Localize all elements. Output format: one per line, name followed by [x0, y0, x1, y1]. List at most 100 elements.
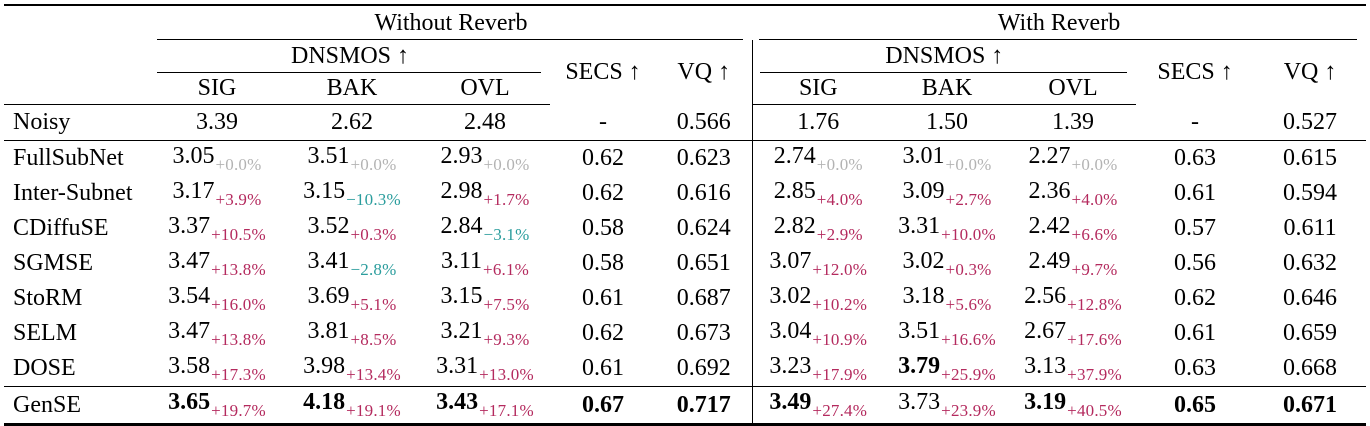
- metric-value: 3.31: [898, 212, 941, 239]
- metric-value: 0.57: [1174, 215, 1217, 241]
- metric-value: 3.21: [440, 317, 483, 344]
- metric-value: 2.74: [773, 142, 816, 169]
- cell-reverb-sig: 3.02+10.2%: [752, 281, 884, 316]
- delta-subscript: +13.8%: [211, 329, 266, 349]
- metric-value: 0.717: [676, 391, 731, 418]
- delta-subscript: −3.1%: [483, 224, 530, 244]
- cell-noreverb-sig: 3.39: [150, 104, 284, 141]
- cell-noreverb-ovl: 3.11+6.1%: [420, 246, 550, 281]
- cell-reverb-secs: 0.65: [1136, 386, 1255, 425]
- cell-noreverb-ovl: 3.15+7.5%: [420, 281, 550, 316]
- metric-value: 3.15: [440, 282, 483, 309]
- delta-subscript: +0.0%: [1071, 154, 1118, 174]
- cell-noreverb-bak: 3.52+0.3%: [284, 211, 420, 246]
- row-label: FullSubNet: [13, 145, 124, 171]
- metric-value: 3.05: [172, 142, 215, 169]
- row-label: DOSE: [13, 355, 76, 381]
- table-row-gense: GenSE 3.65+19.7% 4.18+19.1% 3.43+17.1% 0.67 0…: [4, 386, 1367, 425]
- delta-subscript: +2.7%: [945, 189, 992, 209]
- cell-reverb-secs: -: [1136, 104, 1255, 141]
- metric-value: 1.39: [1052, 109, 1095, 135]
- metric-value: 3.51: [898, 317, 941, 344]
- delta-subscript: +2.9%: [816, 224, 863, 244]
- metric-value: 2.56: [1024, 282, 1067, 309]
- metric-value: 0.56: [1174, 250, 1217, 276]
- cell-reverb-bak: 3.02+0.3%: [884, 246, 1010, 281]
- cell-reverb-vq: 0.615: [1254, 141, 1366, 177]
- cell-reverb-sig: 1.76: [752, 104, 885, 141]
- row-label: GenSE: [4, 386, 150, 425]
- metric-value: 3.23: [769, 352, 812, 379]
- metric-value: 3.31: [436, 352, 479, 379]
- metric-value: 3.81: [307, 317, 350, 344]
- cell-reverb-sig: 3.07+12.0%: [752, 246, 884, 281]
- cell-noreverb-secs: -: [550, 104, 656, 141]
- cell-reverb-ovl: 2.67+17.6%: [1010, 316, 1136, 351]
- cell-noreverb-ovl: 2.98+1.7%: [420, 176, 550, 211]
- metric-value: 2.27: [1028, 142, 1071, 169]
- metric-value: 3.07: [769, 247, 812, 274]
- metric-value: 2.49: [1028, 247, 1071, 274]
- row-label: Noisy: [4, 104, 150, 141]
- cell-reverb-bak: 3.31+10.0%: [884, 211, 1010, 246]
- corner-cell: [4, 5, 150, 40]
- delta-subscript: +6.1%: [483, 259, 530, 279]
- cell-reverb-vq: 0.527: [1254, 104, 1367, 141]
- row-label: SGMSE: [13, 250, 94, 276]
- corner-cell: [4, 73, 150, 105]
- sig-header-left: SIG: [150, 73, 284, 105]
- metric-value: 0.687: [676, 285, 731, 311]
- ovl-header-left: OVL: [420, 73, 550, 105]
- cell-noreverb-sig: 3.05+0.0%: [150, 141, 284, 177]
- delta-subscript: +10.9%: [812, 329, 868, 349]
- vq-header-right: VQ ↑: [1283, 58, 1337, 85]
- cell-reverb-secs: 0.62: [1136, 281, 1254, 316]
- metric-value: 0.61: [582, 355, 624, 381]
- cell-noreverb-vq: 0.616: [656, 176, 753, 211]
- metric-value: 0.58: [582, 215, 624, 241]
- cell-noreverb-vq: 0.692: [656, 351, 753, 387]
- delta-subscript: +40.5%: [1067, 401, 1122, 420]
- metric-value: 3.37: [168, 212, 211, 239]
- metric-value: 0.62: [582, 180, 624, 206]
- cell-noreverb-ovl: 2.93+0.0%: [420, 141, 550, 177]
- cell-reverb-bak: 3.18+5.6%: [884, 281, 1010, 316]
- metric-value: 3.15: [303, 177, 346, 204]
- cell-reverb-secs: 0.63: [1136, 141, 1254, 177]
- cell-noreverb-sig: 3.47+13.8%: [150, 316, 284, 351]
- table-row-fullsubnet: FullSubNet 3.05+0.0% 3.51+0.0% 2.93+0.0% 0.6…: [4, 140, 1366, 177]
- cell-noreverb-secs: 0.61: [550, 351, 656, 387]
- cell-noreverb-sig: 3.58+17.3%: [150, 351, 284, 387]
- table-row-selm: SELM 3.47+13.8% 3.81+8.5% 3.21+9.3% 0.62 0.67…: [4, 316, 1366, 351]
- metric-value: 0.65: [1174, 391, 1217, 418]
- metric-value: 0.527: [1283, 108, 1338, 135]
- cell-noreverb-secs: 0.58: [550, 211, 656, 246]
- delta-subscript: −2.8%: [350, 259, 397, 279]
- cell-reverb-bak: 3.51+16.6%: [884, 316, 1010, 351]
- metric-value: 3.13: [1024, 352, 1067, 379]
- metric-value: 4.18: [303, 389, 346, 415]
- metric-value: 3.02: [902, 247, 945, 274]
- vq-header-left: VQ ↑: [656, 40, 753, 105]
- delta-subscript: +17.6%: [1067, 329, 1122, 349]
- delta-subscript: +23.9%: [941, 401, 996, 420]
- cell-noreverb-secs: 0.62: [550, 141, 656, 177]
- delta-subscript: +13.0%: [479, 364, 534, 384]
- metric-value: 0.632: [1283, 250, 1338, 276]
- metric-value: 3.98: [303, 352, 346, 379]
- metric-value: 3.41: [307, 247, 350, 274]
- metric-value: 2.36: [1028, 177, 1071, 204]
- metric-value: 2.84: [440, 212, 483, 239]
- metric-value: 2.67: [1024, 317, 1067, 344]
- dnsmos-header-left: DNSMOS ↑: [150, 40, 550, 73]
- cell-reverb-ovl: 2.27+0.0%: [1010, 141, 1136, 177]
- cell-reverb-bak: 3.73+23.9%: [884, 386, 1011, 425]
- cell-reverb-vq: 0.646: [1254, 281, 1366, 316]
- cell-noreverb-ovl: 2.84−3.1%: [420, 211, 550, 246]
- row-label: CDiffuSE: [13, 215, 109, 241]
- results-table: Without Reverb With Reverb DNSMOS ↑ SECS…: [4, 4, 1367, 426]
- bak-header-right: BAK: [884, 73, 1011, 105]
- cell-noreverb-ovl: 3.31+13.0%: [420, 351, 550, 387]
- cell-noreverb-vq: 0.651: [656, 246, 753, 281]
- cell-reverb-bak: 3.09+2.7%: [884, 176, 1010, 211]
